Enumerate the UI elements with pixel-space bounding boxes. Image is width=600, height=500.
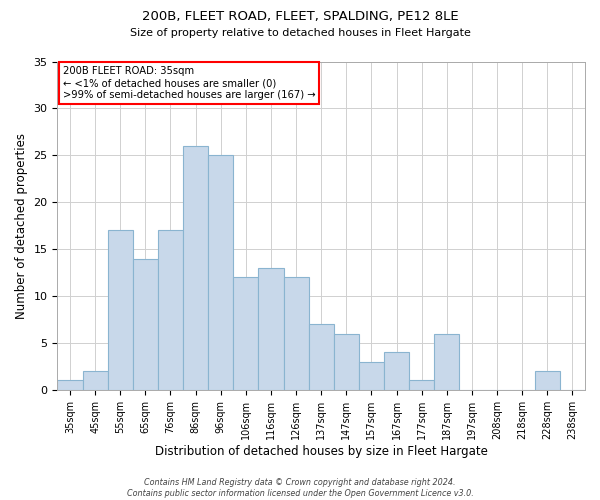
Text: 200B FLEET ROAD: 35sqm
← <1% of detached houses are smaller (0)
>99% of semi-det: 200B FLEET ROAD: 35sqm ← <1% of detached… [62, 66, 316, 100]
Bar [83, 371, 107, 390]
Bar [208, 156, 233, 390]
Y-axis label: Number of detached properties: Number of detached properties [15, 132, 28, 318]
Bar [334, 334, 359, 390]
Bar [535, 371, 560, 390]
Bar [58, 380, 83, 390]
Text: Size of property relative to detached houses in Fleet Hargate: Size of property relative to detached ho… [130, 28, 470, 38]
Bar [384, 352, 409, 390]
Text: 200B, FLEET ROAD, FLEET, SPALDING, PE12 8LE: 200B, FLEET ROAD, FLEET, SPALDING, PE12 … [142, 10, 458, 23]
Bar [409, 380, 434, 390]
Bar [434, 334, 460, 390]
Bar [359, 362, 384, 390]
Bar [133, 258, 158, 390]
Bar [158, 230, 183, 390]
Text: Contains HM Land Registry data © Crown copyright and database right 2024.
Contai: Contains HM Land Registry data © Crown c… [127, 478, 473, 498]
Bar [259, 268, 284, 390]
X-axis label: Distribution of detached houses by size in Fleet Hargate: Distribution of detached houses by size … [155, 444, 488, 458]
Bar [284, 278, 308, 390]
Bar [107, 230, 133, 390]
Bar [183, 146, 208, 390]
Bar [233, 278, 259, 390]
Bar [308, 324, 334, 390]
